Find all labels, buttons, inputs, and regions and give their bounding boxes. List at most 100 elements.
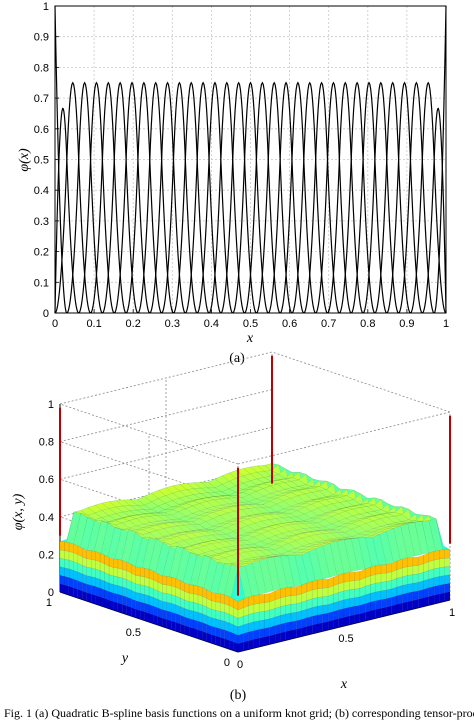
chart-b-front-face-left [202,587,207,599]
chart-b-box-edge [237,411,451,465]
chart-b-front-face-right [327,619,334,631]
chart-b-front-face-right [285,595,292,606]
chart-b-front-face-left [59,575,65,586]
chart-b-front-face-right [343,598,350,609]
chart-b-front-face-right [280,622,286,634]
chart-b-front-face-right [259,628,265,639]
chart-b-front-face-left [175,621,181,633]
chart-b-front-face-left [211,592,216,602]
chart-b-front-face-right [343,580,350,592]
chart-b-front-face-right [412,590,419,601]
chart-b-front-face-left [162,592,167,603]
chart-a-panel-label: (a) [229,351,245,366]
chart-b-front-face-right [312,597,318,608]
chart-b-front-face-left [73,578,78,590]
chart-b-front-face-left [215,593,221,603]
chart-b-front-face-left [211,634,216,645]
chart-b-front-face-right [349,614,355,625]
chart-b-front-face-right [290,603,297,614]
chart-b-front-face-right [280,631,286,642]
chart-b-front-face-right [317,587,323,598]
chart-b-front-face-right [375,608,382,619]
chart-b-panel-label: (b) [230,688,247,703]
chart-b-front-face-left [148,569,154,581]
chart-b-front-face-left [188,618,194,629]
chart-b-front-face-left [139,567,145,578]
chart-b-front-face-right [428,568,435,580]
chart-b-front-face-right [338,573,345,584]
chart-b-front-face-left [99,552,105,564]
chart-a-x-tick-label: 0.8 [360,318,375,330]
chart-b-front-face-right [253,603,260,614]
chart-b-front-face-left [197,629,203,641]
chart-b-front-face-right [248,639,255,650]
chart-b-front-face-left [122,568,127,580]
chart-b-front-face-right [317,622,323,633]
chart-b-front-face-right [412,573,419,584]
chart-b-front-face-left [68,586,74,597]
chart-b-front-face-right [444,574,451,585]
chart-a-ylabel: φ(x) [17,148,32,172]
chart-a-y-tick-label: 0.7 [34,93,49,105]
chart-b-front-face-right [354,605,361,615]
chart-a-xlabel: x [246,331,254,346]
chart-b-front-face-right [375,590,382,601]
chart-b-front-face-left [171,603,176,614]
chart-b-front-face-right [370,583,376,594]
chart-b-front-face-left [68,551,74,562]
chart-b-xlabel: x [340,677,348,692]
chart-b-front-face-left [215,610,221,621]
chart-b-front-face-right [248,612,255,624]
chart-b-front-face-left [144,594,150,605]
chart-b-front-face-right [338,617,345,628]
chart-b-front-face-left [64,541,70,552]
chart-b-front-face-left [91,550,96,561]
chart-b-front-face-right [259,611,265,621]
chart-b-front-face-right [365,601,371,613]
chart-b-front-face-right [338,608,345,619]
chart-b-front-face-left [188,584,194,594]
chart-b-front-face-right [237,641,244,653]
chart-b-front-face-right [296,602,302,613]
chart-b-front-face-right [433,584,440,596]
chart-b-front-face-left [197,603,203,615]
chart-b-front-face-right [444,566,451,576]
chart-b-front-face-left [139,584,145,595]
chart-b-gridline-z [59,389,273,442]
chart-b-front-face-left [166,584,172,595]
chart-b-front-face-right [259,602,265,613]
chart-b-front-face-left [224,620,230,632]
chart-b-front-face-left [211,600,216,611]
chart-b-front-face-left [113,584,118,595]
chart-b-front-face-right [312,614,318,626]
chart-b-front-face-left [135,566,141,577]
chart-a-y-tick-label: 0.3 [34,216,49,228]
chart-b-front-face-left [113,567,118,577]
chart-b-front-face-right [285,604,292,615]
chart-b-front-face-right [322,612,329,623]
chart-b-zlabel: φ(x, y) [11,493,26,530]
chart-b-front-face-right [327,576,334,588]
chart-b-gridline-z [59,403,239,465]
chart-b-front-face-left [117,585,123,596]
chart-b-front-face-right [439,558,445,568]
chart-b-front-face-left [193,593,199,604]
chart-a-y-tick-label: 0.9 [34,32,49,44]
chart-b-front-face-right [418,554,424,566]
chart-b-front-face-right [248,604,255,615]
chart-b-front-face-left [64,567,70,578]
chart-b-front-face-right [354,588,361,598]
chart-b-front-face-left [184,625,190,636]
chart-b-front-face-left [193,610,199,622]
chart-b-front-face-left [153,614,159,626]
chart-a-y-tick-label: 0.8 [34,62,49,74]
chart-a-x-tick-label: 0.6 [282,318,297,330]
chart-b-front-face-right [349,597,355,608]
chart-b-front-face-left [211,608,216,619]
chart-b-front-face-right [338,590,345,602]
chart-b-front-face-left [95,551,101,562]
chart-b-front-face-left [122,560,127,572]
chart-b-front-face-right [402,557,408,569]
chart-b-front-face-left [171,611,176,623]
chart-b-front-face-right [375,564,382,575]
